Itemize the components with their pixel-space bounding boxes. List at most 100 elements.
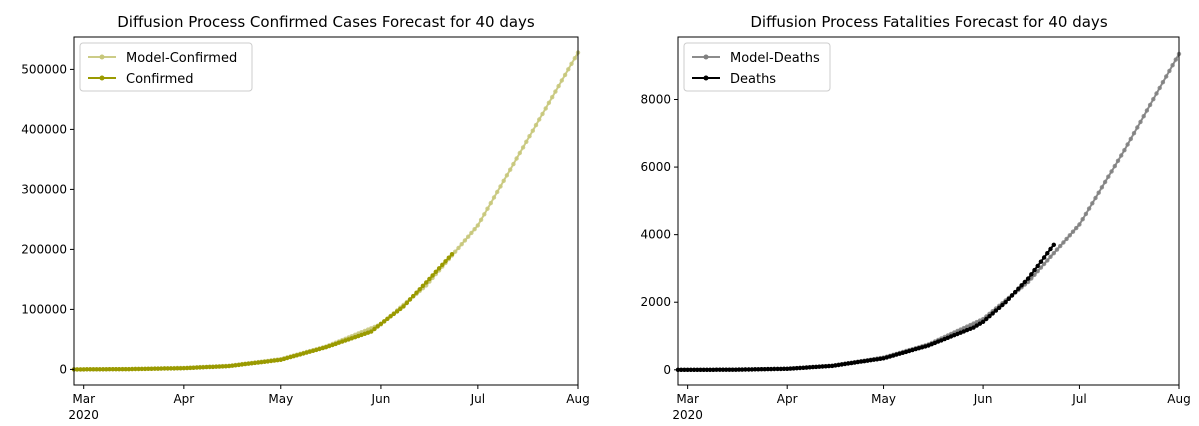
data-point: [394, 309, 400, 314]
y-tick-label: 500000: [21, 62, 67, 76]
legend-label: Model-Confirmed: [126, 51, 237, 66]
x-tick-label: Jul: [1071, 392, 1086, 406]
data-point: [433, 269, 438, 274]
data-point: [1131, 131, 1137, 136]
data-point: [980, 319, 986, 324]
legend-box: [683, 42, 831, 92]
data-point: [1144, 108, 1150, 113]
data-point: [294, 353, 300, 358]
legend-box: [79, 42, 253, 92]
data-point: [704, 367, 710, 372]
data-point: [194, 365, 199, 370]
data-point: [566, 67, 571, 72]
data-point: [1061, 240, 1066, 245]
y-tick-label: 4000: [640, 228, 671, 242]
data-point: [1154, 91, 1159, 96]
data-point: [382, 319, 387, 324]
data-point: [736, 367, 742, 372]
data-point: [820, 364, 825, 369]
data-point: [175, 366, 180, 371]
data-point: [1051, 242, 1057, 247]
data-point: [130, 366, 135, 372]
data-point: [527, 134, 532, 139]
data-point: [801, 365, 806, 370]
data-point: [265, 359, 270, 364]
data-point: [398, 306, 403, 312]
data-point: [553, 89, 558, 94]
data-point: [569, 61, 574, 66]
data-point: [1173, 57, 1179, 62]
chart-title: Diffusion Process Confirmed Cases Foreca…: [117, 13, 535, 31]
data-point: [75, 367, 80, 372]
data-point: [375, 324, 380, 329]
data-point: [533, 122, 539, 128]
plot-frame: [677, 36, 1180, 386]
data-point: [707, 367, 713, 372]
data-point: [133, 366, 138, 372]
data-point: [749, 367, 755, 372]
data-point: [743, 367, 748, 372]
data-point: [562, 72, 568, 78]
data-point: [1074, 225, 1079, 231]
data-point: [475, 223, 480, 228]
data-point: [517, 150, 522, 156]
data-point: [285, 355, 290, 361]
data-point: [372, 326, 377, 332]
data-point: [1016, 286, 1021, 291]
data-point: [430, 273, 435, 278]
data-point: [556, 83, 561, 89]
data-point: [201, 365, 206, 370]
data-point: [110, 367, 116, 372]
data-point: [369, 326, 374, 331]
data-point: [1064, 236, 1069, 242]
data-point: [788, 366, 793, 371]
data-point: [785, 366, 790, 371]
data-point: [1058, 243, 1063, 249]
data-point: [78, 367, 83, 372]
data-point: [775, 366, 780, 372]
data-point: [249, 361, 254, 366]
data-point: [401, 304, 406, 309]
data-point: [1038, 259, 1044, 264]
data-point: [964, 327, 970, 333]
data-point: [1025, 276, 1031, 281]
data-point: [204, 364, 209, 370]
data-point: [369, 329, 374, 334]
data-point: [530, 128, 535, 133]
data-point: [910, 347, 915, 353]
data-point: [1035, 263, 1040, 269]
data-point: [1051, 251, 1057, 256]
data-point: [826, 363, 832, 369]
data-point: [1106, 174, 1111, 179]
data-point: [236, 362, 241, 368]
series-line: [678, 53, 1180, 371]
data-point: [210, 364, 216, 370]
x-tick-year-label: 2020: [68, 408, 99, 422]
data-point: [1003, 300, 1008, 305]
data-point: [1141, 114, 1146, 119]
data-point: [871, 357, 877, 362]
data-point: [504, 173, 510, 178]
legend: Model-Deaths Deaths: [683, 42, 831, 92]
data-point: [939, 338, 944, 343]
data-point: [94, 367, 99, 372]
data-point: [762, 367, 767, 372]
data-point: [1013, 289, 1018, 295]
data-point: [317, 346, 322, 352]
data-point: [727, 367, 732, 372]
series-model-deaths: [675, 51, 1182, 372]
x-tick-label: Aug: [1167, 392, 1190, 406]
data-point: [226, 363, 232, 369]
data-point: [1029, 272, 1034, 277]
data-point: [520, 145, 526, 150]
data-point: [427, 276, 432, 282]
data-point: [159, 366, 164, 371]
data-point: [1109, 169, 1114, 174]
data-point: [472, 227, 477, 232]
data-point: [984, 316, 989, 322]
data-point: [259, 360, 264, 365]
data-point: [162, 366, 167, 371]
data-point: [485, 206, 490, 211]
data-point: [495, 189, 500, 195]
